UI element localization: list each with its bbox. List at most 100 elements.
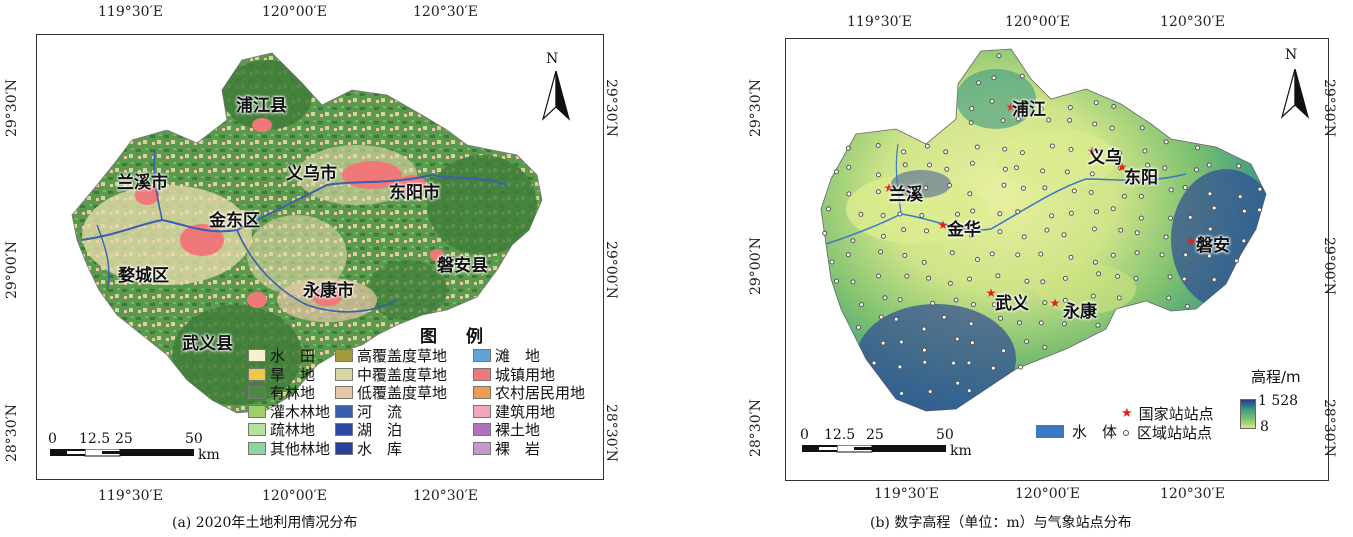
regional-station-dot <box>826 206 831 212</box>
legend-item: 裸 岩 <box>473 438 540 459</box>
regional-station-dot <box>878 314 884 320</box>
legend-item: 水 田 <box>248 345 315 366</box>
place-label-dongyang: 东阳市 <box>389 183 440 203</box>
regional-station-dot <box>856 324 861 330</box>
regional-station-dot <box>974 144 980 150</box>
regional-station-dot <box>1168 215 1174 221</box>
river-line <box>153 149 163 221</box>
regional-station-dot <box>1024 339 1030 344</box>
regional-station-dot <box>949 250 955 256</box>
scale-tick: 25 <box>866 427 884 443</box>
regional-station-dot <box>878 249 884 255</box>
regional-station-dot <box>845 252 851 258</box>
regional-station-dot <box>893 316 899 322</box>
regional-station-dot <box>1233 258 1239 264</box>
legend-item: 裸土地 <box>473 419 540 440</box>
regional-station-dot <box>1021 234 1027 240</box>
regional-station-dot <box>1068 210 1074 216</box>
regional-station-dot <box>1181 276 1187 282</box>
regional-station-dot <box>822 230 828 236</box>
regional-station-dot <box>1110 206 1116 212</box>
legend-national-label: 国家站站点 <box>1138 405 1214 423</box>
lat-tick-right: 29°00′N <box>603 240 620 300</box>
place-label-jindong: 金东区 <box>209 211 260 231</box>
national-station-star-icon: ★ <box>1087 144 1098 158</box>
regional-station-dot <box>1182 185 1188 190</box>
regional-station-dot <box>921 347 927 353</box>
regional-station-dot <box>1109 125 1115 131</box>
regional-station-dot <box>1167 274 1173 280</box>
regional-station-dot <box>1092 121 1098 127</box>
regional-station-dot <box>1091 226 1097 232</box>
regional-station-dot <box>1089 171 1095 177</box>
legend-item-label: 疏林地 <box>270 421 316 439</box>
panel-b-elevation-map: 119°30′E 120°00′E 120°30′E <box>682 0 1353 537</box>
north-label: N <box>1285 47 1298 63</box>
regional-station-dot <box>902 252 908 258</box>
regional-station-dot <box>1046 117 1052 123</box>
lon-tick-bottom: 120°30′E <box>413 488 478 504</box>
elevation-title: 高程/m <box>1251 368 1301 386</box>
regional-station-dot <box>991 302 997 308</box>
legend-item: 水 库 <box>335 438 402 459</box>
regional-station-dot <box>930 300 936 306</box>
lon-tick-top: 119°30′E <box>847 14 912 30</box>
legend-item: 高覆盖度草地 <box>335 345 447 366</box>
river-line <box>825 173 1187 245</box>
north-label: N <box>546 51 559 67</box>
regional-station-dot <box>997 211 1003 217</box>
legend-item: 城镇用地 <box>473 364 555 385</box>
legend-swatch <box>473 386 491 399</box>
regional-station-dot <box>880 213 886 218</box>
regional-station-dot <box>1134 250 1140 256</box>
regional-station-dot <box>924 228 929 234</box>
scale-tick: 25 <box>115 431 133 447</box>
regional-station-dot <box>833 169 839 175</box>
place-label-wuyi: 武义 <box>995 294 1029 314</box>
legend-item: 中覆盖度草地 <box>335 364 447 385</box>
legend-item: 滩 地 <box>473 345 540 366</box>
regional-station-dot <box>951 360 957 366</box>
regional-station-dot <box>1038 106 1044 112</box>
scale-bar <box>50 449 194 457</box>
regional-station-dot <box>1237 194 1243 200</box>
legend-item-label: 农村居民用地 <box>495 384 586 402</box>
river-line <box>895 143 902 215</box>
legend-item-label: 滩 地 <box>495 347 541 365</box>
regional-station-dot <box>1067 105 1073 110</box>
regional-station-dot <box>1241 238 1247 244</box>
regional-station-dot <box>829 259 835 265</box>
national-station-star-icon: ★ <box>1186 234 1197 248</box>
regional-station-dot <box>921 326 927 332</box>
lon-tick-bottom: 120°00′E <box>1015 486 1080 502</box>
legend-item: 灌木林地 <box>248 401 330 422</box>
regional-station-dot <box>1038 320 1044 326</box>
lat-tick-left: 29°00′N <box>748 236 765 296</box>
regional-station-dot <box>1111 104 1117 109</box>
regional-station-dot <box>1117 150 1123 156</box>
regional-station-dot <box>1014 165 1019 171</box>
regional-station-dot <box>969 106 975 111</box>
place-label-pujiang: 浦江 <box>1012 100 1046 120</box>
regional-station-dot <box>1068 146 1074 152</box>
regional-station-dot <box>1015 116 1021 122</box>
regional-station-dot <box>1049 213 1055 219</box>
legend-regional-station: 区域站站点 <box>1123 422 1212 443</box>
regional-station-dot <box>948 230 954 236</box>
regional-station-dot <box>1096 271 1102 277</box>
regional-station-dot <box>941 314 947 320</box>
regional-station-dot <box>1118 227 1124 233</box>
regional-station-dot <box>947 280 953 286</box>
regional-station-dot <box>1207 191 1213 197</box>
map-frame-b: ★ ★ ★ ★ ★ ★ ★ ★ 浦江 义乌 兰溪 东阳 金华 磐安 武义 永康 N 高程/m … <box>785 38 1329 481</box>
regional-station-dot <box>1040 168 1046 174</box>
regional-station-dot <box>1163 234 1169 240</box>
regional-station-dot <box>904 273 910 279</box>
regional-station-dot <box>1040 279 1046 285</box>
lon-tick-top: 120°30′E <box>413 4 478 20</box>
place-label-pujiang: 浦江县 <box>236 96 287 116</box>
regional-station-dot <box>1015 209 1021 215</box>
legend-swatch <box>335 349 353 362</box>
regional-station-dot <box>1062 297 1068 303</box>
regional-station-dot <box>1001 348 1007 354</box>
